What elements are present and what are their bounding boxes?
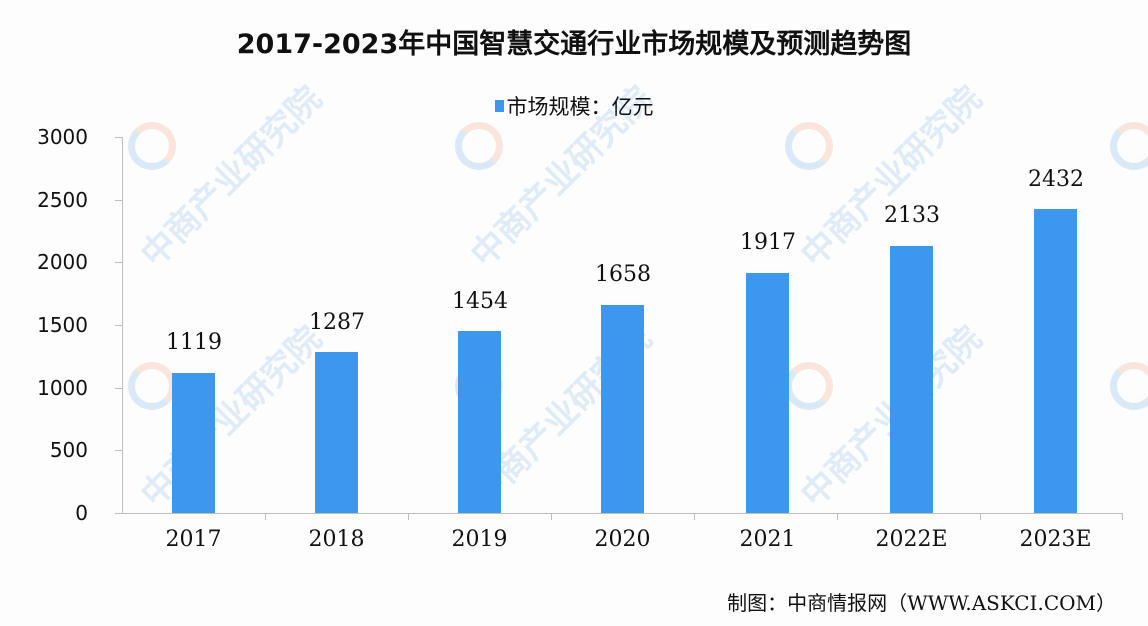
x-tick-label: 2021 bbox=[739, 527, 796, 552]
y-tick-label: 1000 bbox=[37, 376, 88, 400]
x-tick-label: 2018 bbox=[308, 527, 365, 552]
bar-2022E bbox=[890, 246, 933, 513]
source-prefix: 制图：中商情报网（ bbox=[727, 591, 908, 615]
x-tick-label: 2023E bbox=[1019, 527, 1092, 552]
bar-2020 bbox=[601, 305, 644, 513]
legend: 市场规模：亿元 bbox=[0, 91, 1148, 121]
bar-value-label: 1119 bbox=[166, 330, 222, 355]
y-axis-line bbox=[122, 137, 123, 514]
legend-swatch-icon bbox=[494, 100, 504, 112]
bar-2017 bbox=[172, 373, 215, 513]
chart-title: 2017-2023年中国智慧交通行业市场规模及预测趋势图 bbox=[236, 29, 912, 60]
y-tick-label: 3000 bbox=[37, 125, 88, 149]
bar-value-label: 1287 bbox=[309, 310, 365, 335]
bar-value-label: 1658 bbox=[595, 262, 651, 287]
y-tick-label: 1500 bbox=[37, 313, 88, 337]
y-tick-label: 500 bbox=[49, 438, 88, 462]
y-tick-label: 2000 bbox=[37, 250, 88, 274]
x-tick bbox=[408, 513, 409, 520]
x-tick bbox=[980, 513, 981, 520]
x-tick-label: 2020 bbox=[594, 527, 651, 552]
y-tick bbox=[115, 388, 122, 389]
x-tick-label: 2017 bbox=[165, 527, 222, 552]
x-tick bbox=[551, 513, 552, 520]
x-tick bbox=[694, 513, 695, 520]
bar-value-label: 1917 bbox=[740, 230, 796, 255]
y-tick bbox=[115, 513, 122, 514]
bar-2019 bbox=[458, 331, 501, 513]
x-tick bbox=[265, 513, 266, 520]
y-tick bbox=[115, 325, 122, 326]
x-tick bbox=[1122, 513, 1123, 520]
y-tick bbox=[115, 200, 122, 201]
bar-value-label: 2133 bbox=[884, 203, 940, 228]
legend-label: 市场规模：亿元 bbox=[506, 95, 654, 119]
x-axis-line bbox=[115, 513, 1123, 514]
bar-2018 bbox=[315, 352, 358, 513]
x-tick bbox=[837, 513, 838, 520]
bar-value-label: 1454 bbox=[452, 289, 508, 314]
source-url: WWW.ASKCI.COM bbox=[907, 591, 1096, 615]
y-tick-label: 2500 bbox=[37, 188, 88, 212]
source-suffix: ） bbox=[1096, 591, 1116, 615]
y-tick-label: 0 bbox=[75, 501, 88, 525]
x-tick-label: 2019 bbox=[451, 527, 508, 552]
y-tick bbox=[115, 450, 122, 451]
x-tick-label: 2022E bbox=[875, 527, 948, 552]
y-tick bbox=[115, 137, 122, 138]
y-tick bbox=[115, 262, 122, 263]
bar-2023E bbox=[1034, 209, 1077, 513]
bar-value-label: 2432 bbox=[1028, 167, 1084, 192]
source-credit: 制图：中商情报网（WWW.ASKCI.COM） bbox=[727, 587, 1116, 616]
bar-2021 bbox=[746, 273, 789, 513]
